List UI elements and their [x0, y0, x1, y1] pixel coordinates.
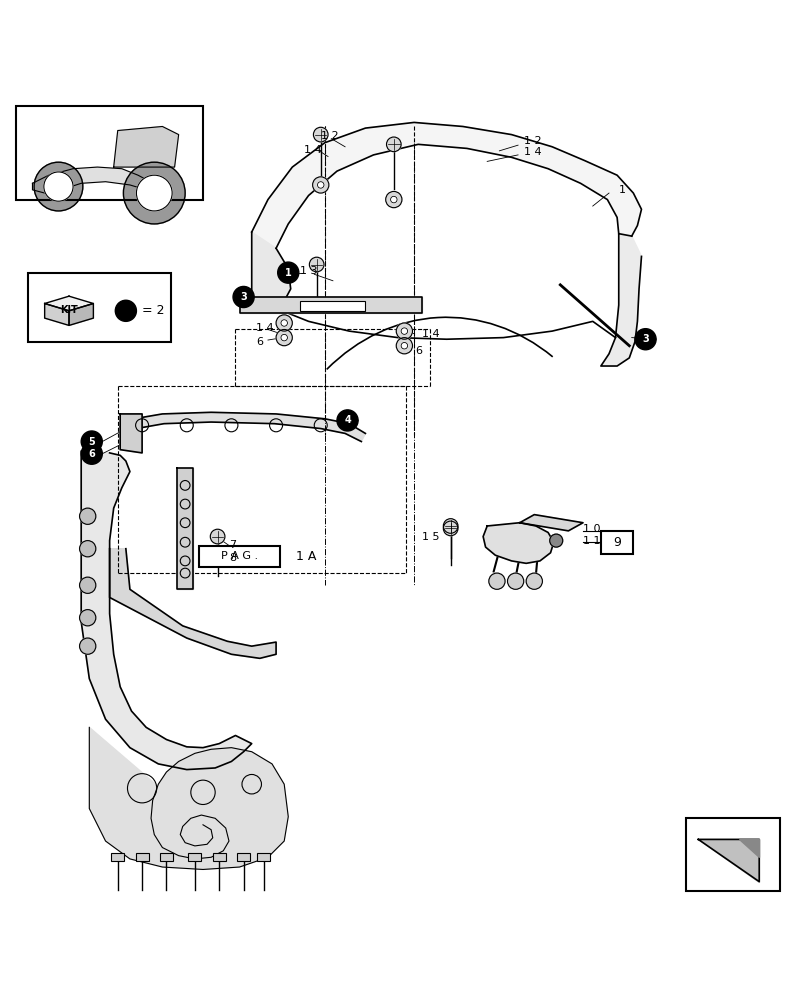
Polygon shape — [120, 412, 365, 442]
Text: 1 2: 1 2 — [320, 131, 338, 141]
Circle shape — [526, 573, 542, 589]
Circle shape — [396, 338, 412, 354]
Circle shape — [385, 191, 401, 208]
Text: KIT: KIT — [60, 305, 78, 315]
Circle shape — [79, 508, 96, 524]
Circle shape — [281, 334, 287, 341]
Text: 8: 8 — [229, 553, 236, 563]
Text: 1 4: 1 4 — [422, 329, 440, 339]
Text: 1 4: 1 4 — [304, 145, 322, 155]
Circle shape — [34, 162, 83, 211]
Polygon shape — [239, 297, 422, 313]
Bar — [257, 853, 270, 861]
Text: P A G .: P A G . — [221, 551, 258, 561]
Text: 6: 6 — [415, 346, 423, 356]
Text: 7: 7 — [229, 540, 236, 550]
Circle shape — [281, 320, 287, 326]
Circle shape — [443, 521, 457, 536]
Circle shape — [136, 175, 172, 211]
Polygon shape — [519, 515, 582, 531]
Circle shape — [396, 323, 412, 339]
Text: 1 3: 1 3 — [300, 266, 318, 276]
Circle shape — [488, 573, 504, 589]
Text: 1 A: 1 A — [296, 550, 316, 563]
Text: = 2: = 2 — [142, 304, 165, 317]
Bar — [600, 531, 633, 554]
Text: 1 1: 1 1 — [582, 536, 600, 546]
Text: 3: 3 — [642, 334, 648, 344]
Polygon shape — [251, 122, 641, 248]
Bar — [199, 546, 280, 567]
Text: 5: 5 — [88, 437, 95, 447]
Text: 4: 4 — [344, 415, 350, 425]
Text: 9: 9 — [612, 536, 620, 549]
Text: 3: 3 — [240, 292, 247, 302]
Circle shape — [401, 328, 407, 334]
Polygon shape — [45, 303, 69, 325]
Circle shape — [277, 262, 298, 283]
Circle shape — [233, 286, 254, 308]
Polygon shape — [600, 234, 641, 366]
Circle shape — [337, 410, 358, 431]
Bar — [111, 853, 124, 861]
Bar — [160, 853, 173, 861]
Circle shape — [79, 541, 96, 557]
Text: 1: 1 — [285, 268, 291, 278]
Circle shape — [276, 329, 292, 346]
Bar — [16, 106, 203, 200]
Polygon shape — [177, 468, 193, 589]
Text: 6: 6 — [88, 449, 95, 459]
Bar — [685, 818, 779, 891]
Polygon shape — [69, 303, 93, 325]
Circle shape — [390, 196, 397, 203]
Circle shape — [276, 315, 292, 331]
Text: 1 5: 1 5 — [422, 532, 440, 542]
Polygon shape — [483, 523, 553, 563]
Circle shape — [507, 573, 523, 589]
Circle shape — [79, 638, 96, 654]
Text: 1 0: 1 0 — [582, 524, 600, 534]
Bar — [300, 301, 365, 311]
Circle shape — [549, 534, 562, 547]
Circle shape — [123, 162, 185, 224]
Circle shape — [115, 300, 136, 321]
Bar — [237, 853, 250, 861]
Polygon shape — [697, 839, 758, 882]
Circle shape — [79, 610, 96, 626]
Polygon shape — [89, 727, 288, 869]
Circle shape — [79, 577, 96, 593]
Text: 1 4: 1 4 — [523, 147, 541, 157]
Bar — [212, 853, 225, 861]
Circle shape — [81, 431, 102, 452]
Polygon shape — [738, 839, 758, 857]
Circle shape — [634, 329, 655, 350]
Polygon shape — [120, 414, 142, 453]
Circle shape — [309, 257, 324, 272]
Circle shape — [443, 519, 457, 533]
Circle shape — [210, 529, 225, 544]
Polygon shape — [45, 296, 93, 311]
Circle shape — [44, 172, 73, 201]
Circle shape — [317, 182, 324, 188]
Circle shape — [313, 127, 328, 142]
Circle shape — [312, 177, 328, 193]
Polygon shape — [114, 126, 178, 167]
Polygon shape — [109, 549, 276, 658]
Bar — [28, 273, 170, 342]
Polygon shape — [251, 232, 290, 305]
Polygon shape — [81, 451, 251, 770]
Circle shape — [386, 137, 401, 152]
Polygon shape — [32, 167, 162, 195]
Circle shape — [81, 443, 102, 464]
Text: 1 2: 1 2 — [523, 136, 541, 146]
Bar — [188, 853, 201, 861]
Text: 6: 6 — [255, 337, 263, 347]
Bar — [135, 853, 148, 861]
Text: 1: 1 — [618, 185, 625, 195]
Circle shape — [401, 342, 407, 349]
Text: 1 4: 1 4 — [255, 323, 273, 333]
